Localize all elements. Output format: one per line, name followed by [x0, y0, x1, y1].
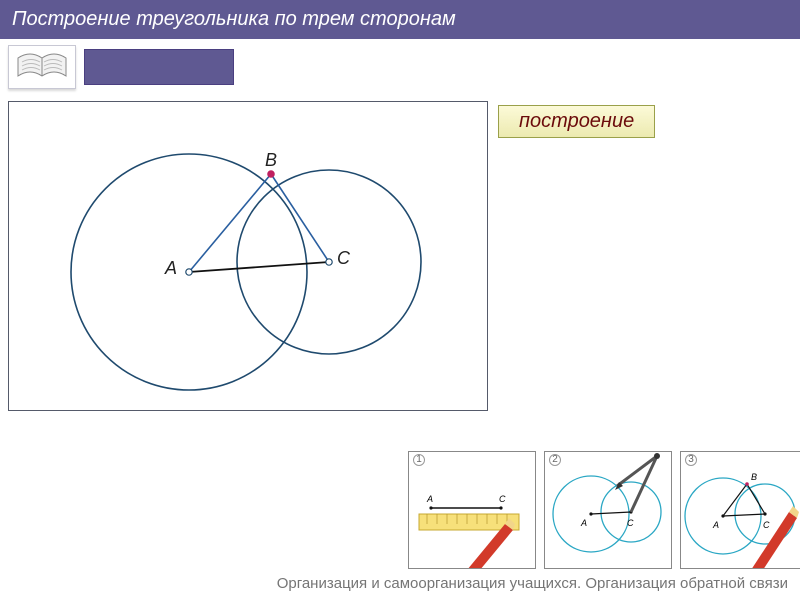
step-3-num: 3	[685, 454, 697, 466]
step-1-svg: A C	[409, 452, 536, 569]
step-2-svg: A C	[545, 452, 672, 569]
label-B: B	[265, 150, 277, 171]
label-C: C	[337, 248, 350, 269]
toolbar	[0, 39, 800, 95]
construct-button-label: построение	[519, 110, 634, 132]
step-1-num: 1	[413, 454, 425, 466]
svg-text:A: A	[580, 518, 587, 528]
page-title-bar: Построение треугольника по трем сторонам	[0, 0, 800, 39]
svg-text:C: C	[763, 520, 770, 530]
step-1[interactable]: 1 A C	[408, 451, 536, 569]
book-icon	[14, 50, 70, 84]
book-button[interactable]	[8, 45, 76, 89]
label-A: A	[165, 258, 177, 279]
steps-row: 1 A C 2	[408, 451, 800, 569]
step-2-num: 2	[549, 454, 561, 466]
footer-text: Организация и самоорганизация учащихся. …	[12, 575, 788, 592]
step-3[interactable]: 3 A C B	[680, 451, 800, 569]
svg-text:C: C	[499, 494, 506, 504]
main-area: A B C построение 1 A C	[8, 101, 792, 411]
purple-pill[interactable]	[84, 49, 234, 85]
construction-svg	[9, 102, 489, 412]
svg-text:C: C	[627, 518, 634, 528]
construction-canvas: A B C	[8, 101, 488, 411]
svg-text:B: B	[751, 472, 757, 482]
svg-text:A: A	[712, 520, 719, 530]
step-3-svg: A C B	[681, 452, 800, 569]
svg-text:A: A	[426, 494, 433, 504]
construct-button[interactable]: построение	[498, 105, 655, 138]
page-title: Построение треугольника по трем сторонам	[12, 8, 456, 30]
step-2[interactable]: 2 A C	[544, 451, 672, 569]
